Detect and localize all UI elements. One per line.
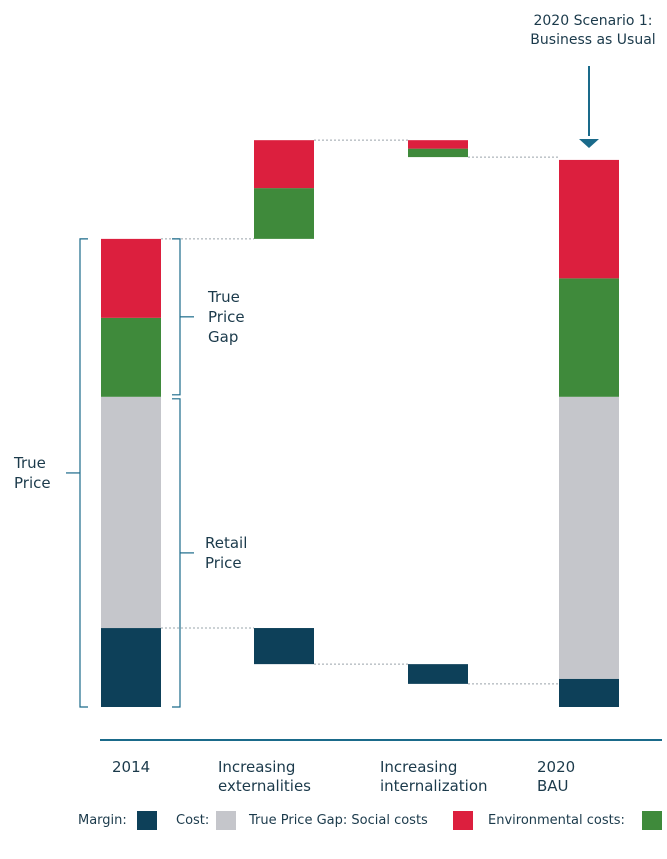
- bar-segment: [101, 396, 161, 629]
- annotation-line: Gap: [208, 327, 239, 346]
- bracket: [79, 238, 88, 708]
- scenario-annotation: 2020 Scenario 1: Business as Usual: [530, 13, 656, 48]
- legend-label: Environmental costs:: [488, 813, 625, 828]
- annotation-line: Price: [205, 553, 242, 572]
- legend-swatch: [137, 811, 157, 830]
- bar-segment: [408, 148, 468, 158]
- legend-swatch: [642, 811, 662, 830]
- x-tick-label: Increasing externalities: [218, 758, 311, 795]
- x-tick-label: 2020 BAU: [537, 758, 576, 795]
- annotation-arrowhead: [579, 139, 599, 148]
- legend-swatch: [453, 811, 473, 830]
- bar-segment: [559, 278, 619, 397]
- bar-segment: [254, 628, 314, 665]
- bar-segment: [101, 628, 161, 707]
- bar-segment: [101, 317, 161, 397]
- bar-segment: [559, 678, 619, 707]
- bar-segment: [559, 396, 619, 679]
- legend-label: Cost:: [176, 813, 210, 828]
- annotation-line: True: [14, 453, 46, 472]
- legend-swatch: [216, 811, 236, 830]
- bar-segment: [408, 664, 468, 684]
- annotation-line: True: [208, 287, 240, 306]
- bar-segment: [254, 140, 314, 189]
- x-tick-label: Increasing internalization: [380, 758, 488, 795]
- bracket: [172, 238, 181, 396]
- bar-segment: [559, 159, 619, 279]
- bracket: [172, 398, 181, 708]
- legend-label: True Price Gap: Social costs: [249, 813, 428, 828]
- annotation-line: Price: [14, 473, 51, 492]
- bar-segment: [408, 140, 468, 149]
- annotation-line: Price: [208, 307, 245, 326]
- x-tick-label: 2014: [112, 758, 151, 776]
- legend-label: Margin:: [78, 813, 127, 828]
- annotation-line: Retail: [205, 533, 248, 552]
- bar-segment: [254, 188, 314, 239]
- bar-segment: [101, 238, 161, 318]
